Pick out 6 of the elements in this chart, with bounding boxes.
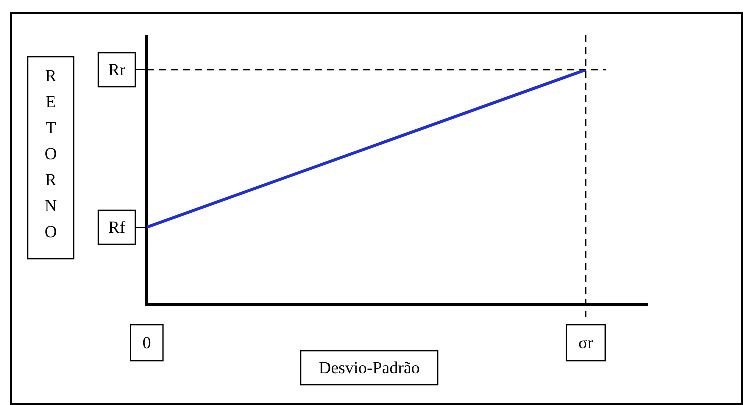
annotation: Rf <box>108 218 126 237</box>
annotation: Rr <box>108 60 126 80</box>
x-tick-label: 0 <box>142 333 152 352</box>
x-axis-title: Desvio-Padrão <box>318 358 420 378</box>
y-axis-title: RETORNO <box>44 66 58 242</box>
x-tick-label: σr <box>578 333 594 352</box>
